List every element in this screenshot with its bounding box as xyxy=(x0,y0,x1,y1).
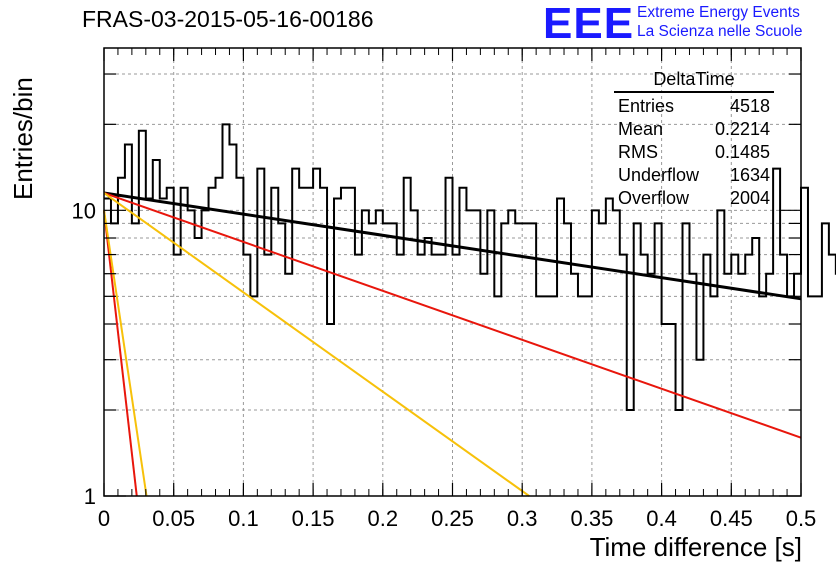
stats-row-entries: Entries 4518 xyxy=(610,95,780,118)
histogram xyxy=(104,123,836,412)
x-tick-label: 0.05 xyxy=(152,506,195,531)
stats-value: 0.1485 xyxy=(714,142,770,162)
fit-curve-orange xyxy=(103,192,530,497)
x-tick-label: 0.15 xyxy=(292,506,335,531)
stats-label: Entries xyxy=(618,96,675,116)
y-tick-label: 1 xyxy=(84,484,96,509)
stats-value: 2004 xyxy=(729,188,770,208)
x-tick-label: 0.1 xyxy=(228,506,259,531)
eee-logo: EEE xyxy=(543,0,635,48)
tick-labels: 0 0.05 0.1 0.15 0.2 0.25 0.3 0.35 0.4 0.45 0.5 1 10 xyxy=(72,198,817,531)
stats-row-overflow: Overflow 2004 xyxy=(610,187,780,210)
stats-row-underflow: Underflow 1634 xyxy=(610,164,780,187)
logo-line-1: Extreme Energy Events xyxy=(637,4,800,21)
x-tick-label: 0.3 xyxy=(507,506,538,531)
y-axis-label: Entries/bin xyxy=(8,77,38,200)
histogram-step xyxy=(104,123,836,412)
x-tick-label: 0.5 xyxy=(786,506,817,531)
stats-row-mean: Mean 0.2214 xyxy=(610,118,780,141)
axis-ticks xyxy=(103,48,802,497)
x-tick-label: 0.25 xyxy=(431,506,474,531)
fit-curve-orange xyxy=(103,210,148,497)
x-tick-label: 0.4 xyxy=(646,506,677,531)
stats-box: DeltaTime Entries 4518 Mean 0.2214 RMS 0.14… xyxy=(610,68,780,210)
fit-curves xyxy=(103,191,802,497)
x-axis-label: Time difference [s] xyxy=(589,532,802,562)
logo-line-2: La Scienza nelle Scuole xyxy=(637,23,803,40)
fit-curve-red xyxy=(103,210,138,497)
chart-title: FRAS-03-2015-05-16-00186 xyxy=(82,6,374,32)
x-tick-label: 0.2 xyxy=(368,506,399,531)
stats-value: 0.2214 xyxy=(714,119,770,139)
x-tick-label: 0.45 xyxy=(710,506,753,531)
stats-value: 4518 xyxy=(729,96,770,116)
stats-label: RMS xyxy=(618,142,658,162)
stats-label: Underflow xyxy=(618,165,700,185)
stats-label: Mean xyxy=(618,119,664,139)
stats-value: 1634 xyxy=(729,165,770,185)
stats-row-rms: RMS 0.1485 xyxy=(610,141,780,164)
fit-curve-black xyxy=(103,191,802,301)
x-tick-label: 0 xyxy=(98,506,110,531)
stats-title: DeltaTime xyxy=(614,68,774,93)
fit-curve-red xyxy=(103,192,802,439)
stats-label: Overflow xyxy=(618,188,690,208)
x-tick-label: 0.35 xyxy=(570,506,613,531)
y-tick-label: 10 xyxy=(72,198,96,223)
